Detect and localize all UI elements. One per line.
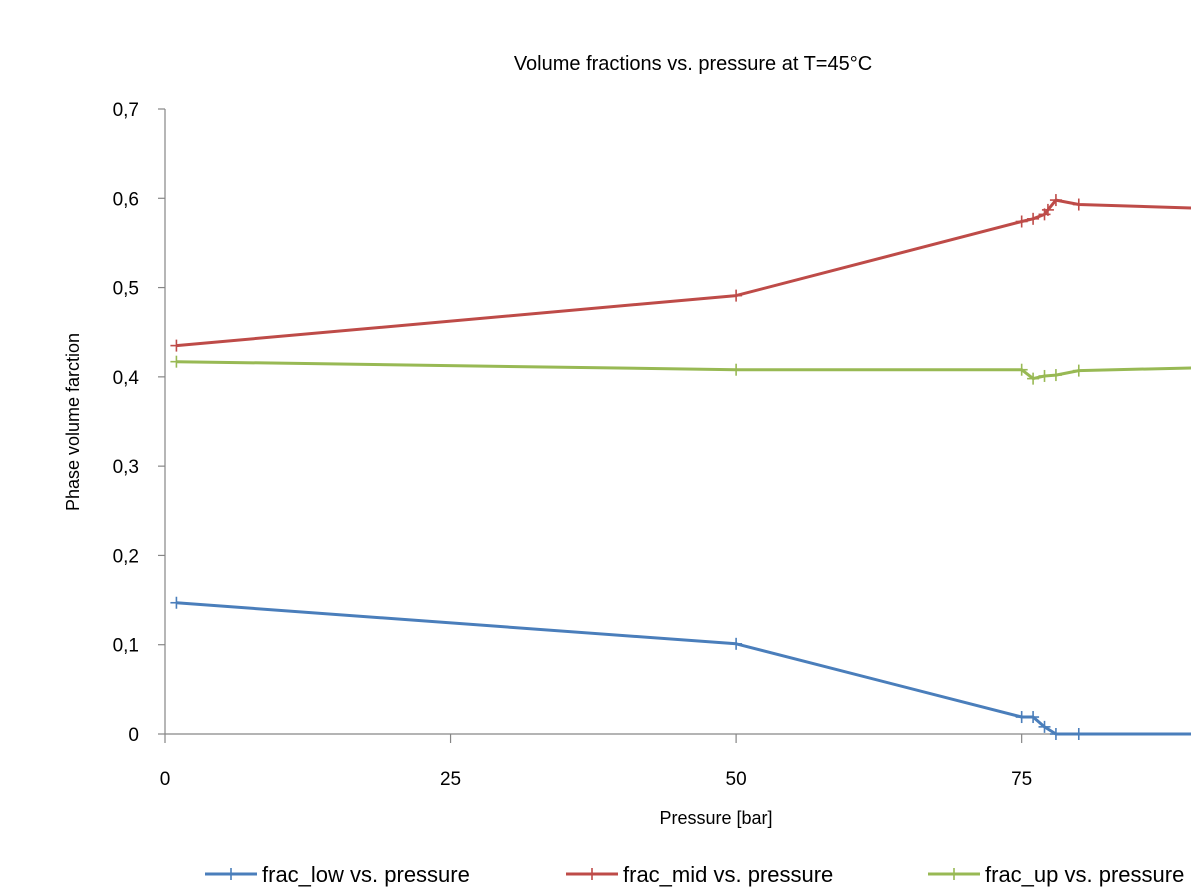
x-tick-label: 50 <box>726 769 747 790</box>
x-tick-label: 75 <box>1011 769 1032 790</box>
data-point <box>1027 212 1040 225</box>
y-axis-label: Phase volume farction <box>63 333 83 511</box>
data-point <box>170 355 183 368</box>
legend-item: frac_mid vs. pressure <box>566 862 833 887</box>
data-point <box>170 339 183 352</box>
x-tick-label: 0 <box>160 769 171 790</box>
legend-item: frac_low vs. pressure <box>205 862 470 887</box>
chart-title: Volume fractions vs. pressure at T=45°C <box>514 53 872 75</box>
data-point <box>1049 369 1062 382</box>
x-axis: 0 25 50 75 <box>160 734 1032 790</box>
data-point <box>1038 369 1051 382</box>
data-point <box>1015 363 1028 376</box>
legend-item: frac_up vs. pressure <box>928 862 1184 887</box>
y-tick-label: 0,3 <box>113 457 139 478</box>
series-3 <box>170 355 1191 385</box>
data-point <box>1072 364 1085 377</box>
y-tick-label: 0,5 <box>113 279 139 300</box>
legend-label: frac_up vs. pressure <box>985 862 1184 887</box>
legend: frac_low vs. pressure frac_mid vs. pressu… <box>205 862 1184 887</box>
data-point <box>730 289 743 302</box>
data-point <box>730 363 743 376</box>
data-point <box>1027 372 1040 385</box>
data-point <box>1049 194 1062 207</box>
plot-area <box>170 194 1191 740</box>
data-point <box>1072 198 1085 211</box>
x-axis-label: Pressure [bar] <box>659 808 772 828</box>
data-point <box>1015 711 1028 724</box>
series-line <box>176 198 1191 348</box>
series-2 <box>170 194 1191 352</box>
data-point <box>1038 720 1051 733</box>
legend-label: frac_mid vs. pressure <box>623 862 833 887</box>
data-point <box>1072 728 1085 740</box>
y-tick-label: 0,2 <box>113 546 139 567</box>
data-point <box>1027 711 1040 724</box>
data-point <box>730 637 743 650</box>
y-axis: 0 0,1 0,2 0,3 0,4 0,5 0,6 0,7 <box>113 100 165 746</box>
data-point <box>1049 728 1062 740</box>
y-tick-label: 0,7 <box>113 100 139 121</box>
series-1 <box>170 596 1191 740</box>
data-point <box>1041 203 1054 216</box>
y-tick-label: 0 <box>128 725 139 746</box>
legend-label: frac_low vs. pressure <box>262 862 470 887</box>
x-tick-label: 25 <box>440 769 461 790</box>
y-tick-label: 0,1 <box>113 636 139 657</box>
data-point <box>1015 215 1028 228</box>
y-tick-label: 0,6 <box>113 189 139 210</box>
data-point <box>170 596 183 609</box>
y-tick-label: 0,4 <box>113 368 140 389</box>
series-line <box>176 601 1191 736</box>
